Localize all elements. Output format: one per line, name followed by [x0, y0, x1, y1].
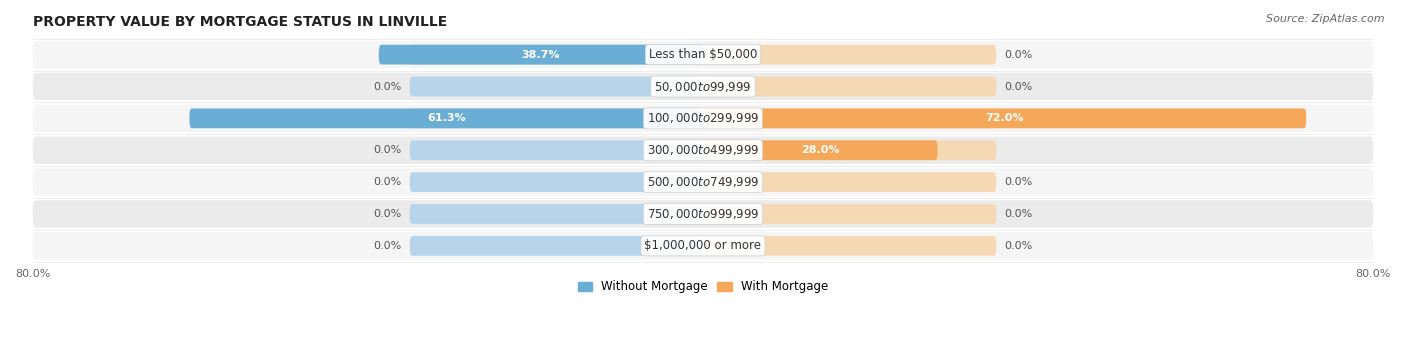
- Text: 0.0%: 0.0%: [1005, 241, 1033, 251]
- Text: $500,000 to $749,999: $500,000 to $749,999: [647, 175, 759, 189]
- FancyBboxPatch shape: [378, 45, 703, 65]
- FancyBboxPatch shape: [32, 41, 1374, 68]
- FancyBboxPatch shape: [703, 140, 997, 160]
- Text: 28.0%: 28.0%: [801, 145, 839, 155]
- FancyBboxPatch shape: [409, 140, 703, 160]
- FancyBboxPatch shape: [703, 45, 997, 65]
- Text: 0.0%: 0.0%: [373, 241, 401, 251]
- FancyBboxPatch shape: [703, 172, 997, 192]
- Legend: Without Mortgage, With Mortgage: Without Mortgage, With Mortgage: [574, 276, 832, 298]
- FancyBboxPatch shape: [32, 200, 1374, 228]
- Text: Source: ZipAtlas.com: Source: ZipAtlas.com: [1267, 14, 1385, 23]
- FancyBboxPatch shape: [409, 204, 703, 224]
- Text: $1,000,000 or more: $1,000,000 or more: [644, 239, 762, 252]
- Text: 0.0%: 0.0%: [373, 82, 401, 91]
- Text: $750,000 to $999,999: $750,000 to $999,999: [647, 207, 759, 221]
- Text: $50,000 to $99,999: $50,000 to $99,999: [654, 80, 752, 94]
- FancyBboxPatch shape: [703, 236, 997, 256]
- Text: $300,000 to $499,999: $300,000 to $499,999: [647, 143, 759, 157]
- Text: 0.0%: 0.0%: [1005, 209, 1033, 219]
- FancyBboxPatch shape: [32, 137, 1374, 164]
- FancyBboxPatch shape: [409, 172, 703, 192]
- FancyBboxPatch shape: [409, 45, 703, 65]
- Text: $100,000 to $299,999: $100,000 to $299,999: [647, 112, 759, 125]
- FancyBboxPatch shape: [703, 76, 997, 96]
- Text: 0.0%: 0.0%: [1005, 50, 1033, 59]
- FancyBboxPatch shape: [190, 108, 703, 128]
- Text: 0.0%: 0.0%: [373, 177, 401, 187]
- FancyBboxPatch shape: [703, 140, 938, 160]
- FancyBboxPatch shape: [409, 76, 703, 96]
- Text: 38.7%: 38.7%: [522, 50, 560, 59]
- FancyBboxPatch shape: [409, 108, 703, 128]
- FancyBboxPatch shape: [32, 232, 1374, 259]
- FancyBboxPatch shape: [32, 168, 1374, 196]
- Text: 0.0%: 0.0%: [373, 209, 401, 219]
- Text: 72.0%: 72.0%: [986, 113, 1024, 123]
- Text: 0.0%: 0.0%: [1005, 177, 1033, 187]
- Text: 0.0%: 0.0%: [373, 145, 401, 155]
- Text: Less than $50,000: Less than $50,000: [648, 48, 758, 61]
- FancyBboxPatch shape: [32, 105, 1374, 132]
- FancyBboxPatch shape: [409, 236, 703, 256]
- Text: 0.0%: 0.0%: [1005, 82, 1033, 91]
- FancyBboxPatch shape: [703, 108, 1306, 128]
- Text: PROPERTY VALUE BY MORTGAGE STATUS IN LINVILLE: PROPERTY VALUE BY MORTGAGE STATUS IN LIN…: [32, 15, 447, 29]
- FancyBboxPatch shape: [32, 73, 1374, 100]
- Text: 61.3%: 61.3%: [427, 113, 465, 123]
- FancyBboxPatch shape: [703, 108, 997, 128]
- FancyBboxPatch shape: [703, 204, 997, 224]
